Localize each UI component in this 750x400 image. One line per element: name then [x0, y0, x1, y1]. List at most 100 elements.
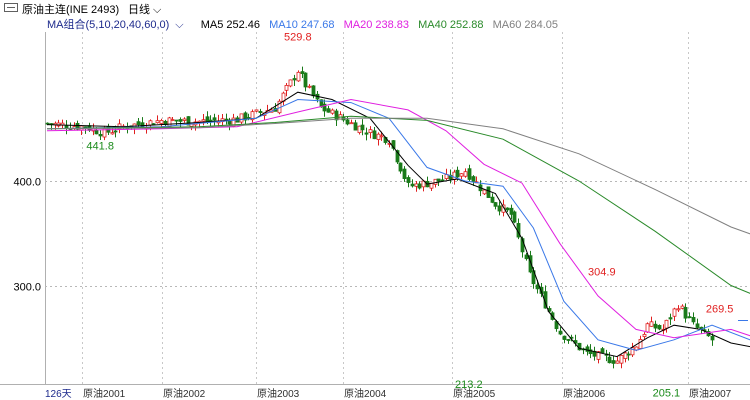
candle-body — [110, 132, 115, 135]
candle-body — [596, 351, 601, 360]
candle-body — [208, 119, 213, 122]
chart-type-icon[interactable] — [4, 3, 18, 12]
candle-body — [300, 71, 305, 74]
candle-body — [566, 339, 571, 341]
candle-body — [490, 196, 495, 203]
period-label: 原油2007 — [689, 387, 732, 400]
candle-body — [360, 124, 365, 131]
candle-body — [364, 132, 369, 135]
candle-body — [140, 122, 145, 128]
candle-body — [212, 117, 217, 121]
extreme-value-label: 529.8 — [284, 31, 312, 43]
candle-body — [535, 284, 540, 290]
extreme-value-label: 304.9 — [588, 266, 616, 278]
candle-body — [239, 113, 244, 123]
timeframe-label: 日线 — [128, 4, 150, 16]
period-label: 原油2001 — [83, 387, 126, 400]
ma-value-ma20: MA20 238.83 — [343, 19, 410, 31]
candle-body — [558, 330, 563, 335]
candle-body — [649, 321, 654, 327]
candle-body — [528, 255, 533, 273]
candle-body — [653, 323, 658, 329]
extreme-value-label: 269.5 — [706, 303, 734, 315]
candle-body — [148, 120, 153, 126]
candle-body — [311, 85, 316, 97]
candle-body — [205, 116, 210, 122]
ma-line-ma60 — [46, 117, 750, 235]
candle-body — [630, 347, 635, 356]
candle-body — [227, 120, 232, 125]
candle-body — [186, 116, 191, 126]
candle-body — [680, 305, 685, 309]
candle-body — [326, 108, 331, 113]
candle-body — [482, 189, 487, 195]
candle-body — [642, 333, 647, 338]
candle-body — [600, 348, 605, 353]
candle-body — [440, 179, 445, 182]
y-tick-label: 300.0 — [13, 282, 41, 294]
candle-body — [395, 150, 400, 163]
ma-line-ma20 — [46, 98, 750, 339]
candle-body — [170, 119, 175, 121]
ma-legend: MA组合(5,10,20,40,60,0) ⌵ MA5 252.46 MA10 2… — [47, 16, 564, 31]
candle-body — [493, 202, 498, 207]
candle-body — [391, 140, 396, 149]
candle-body — [64, 125, 69, 129]
candle-body — [113, 130, 118, 133]
candle-body — [619, 355, 624, 364]
candle-body — [284, 85, 289, 91]
candle-body — [710, 335, 715, 341]
candle-body — [657, 325, 662, 330]
ma-set-selector[interactable]: MA组合(5,10,20,40,60,0) ⌵ — [47, 19, 190, 31]
candle-body — [645, 323, 650, 333]
candle-body — [486, 186, 491, 198]
candle-body — [410, 183, 415, 187]
candle-body — [182, 118, 187, 121]
candle-body — [562, 335, 567, 340]
candle-body — [615, 360, 620, 364]
candle-body — [501, 204, 506, 213]
candle-body — [136, 121, 141, 125]
candle-body — [201, 119, 206, 122]
ma-value-ma5: MA5 252.46 — [200, 19, 261, 31]
candle-body — [497, 205, 502, 212]
candle-body — [505, 207, 510, 211]
ma-value-ma60: MA60 284.05 — [492, 19, 559, 31]
y-tick-label: 400.0 — [13, 177, 41, 189]
candle-body — [691, 316, 696, 323]
candle-body — [307, 85, 312, 88]
ma-value-ma40: MA40 252.88 — [418, 19, 484, 31]
candle-body — [322, 103, 327, 112]
period-label: 原油2004 — [344, 387, 387, 400]
candle-body — [174, 119, 179, 122]
candle-body — [376, 133, 381, 140]
candle-body — [524, 254, 529, 260]
ma-line-ma40 — [46, 115, 750, 294]
candle-body — [668, 317, 673, 320]
candle-body — [607, 356, 612, 364]
candle-body — [664, 319, 669, 329]
period-label: 原油2003 — [257, 387, 300, 400]
candle-body — [254, 109, 259, 112]
candle-body — [471, 176, 476, 182]
candle-body — [250, 111, 255, 121]
candle-body — [303, 72, 308, 88]
candle-body — [448, 174, 453, 180]
extreme-value-label: 205.1 — [653, 388, 681, 400]
extreme-value-label: 441.8 — [86, 140, 114, 152]
candle-body — [349, 122, 354, 125]
candle-body — [296, 71, 301, 82]
candle-body — [258, 111, 263, 113]
candle-body — [334, 110, 339, 121]
candle-body — [683, 307, 688, 319]
candle-body — [676, 308, 681, 311]
candle-body — [288, 79, 293, 87]
chevron-down-icon: ⌵ — [150, 4, 162, 16]
candle-body — [672, 308, 677, 317]
ma-value-ma10: MA10 247.68 — [269, 19, 335, 31]
candle-body — [585, 346, 590, 352]
timeframe-selector[interactable]: 日线 ⌵ — [128, 1, 161, 17]
candle-body — [98, 133, 103, 137]
candle-body — [417, 183, 422, 189]
